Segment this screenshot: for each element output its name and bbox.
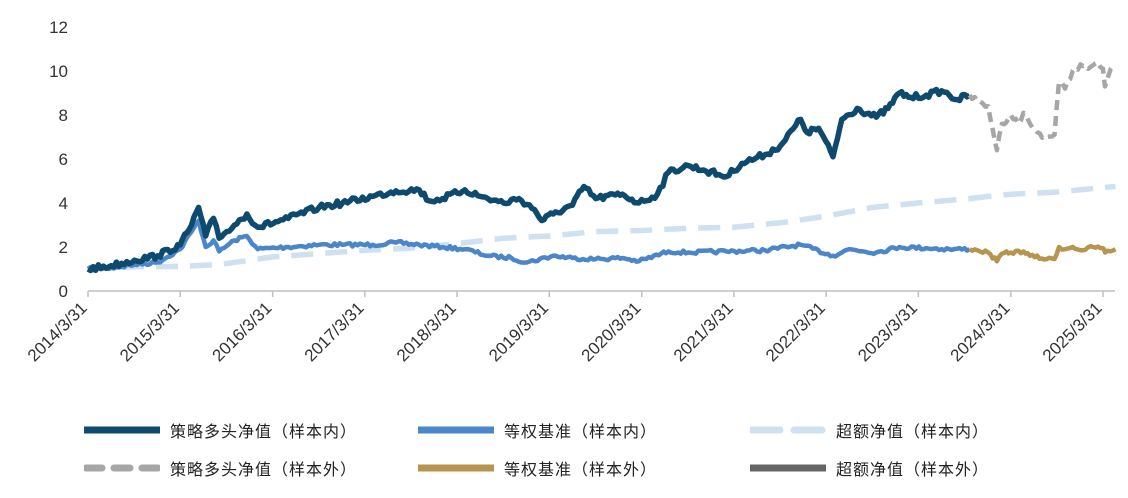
x-tick-label: 2024/3/31	[947, 298, 1014, 365]
x-tick-label: 2015/3/31	[116, 298, 183, 365]
y-tick-label: 8	[59, 106, 68, 125]
y-tick-label: 12	[49, 18, 68, 37]
x-axis-ticks: 2014/3/31 2015/3/31 2016/3/31 2017/3/31 2018…	[24, 291, 1106, 365]
series-line-1	[86, 218, 971, 273]
x-tick-label: 2014/3/31	[24, 298, 91, 365]
x-tick-label: 2023/3/31	[854, 298, 921, 365]
x-tick-label: 2016/3/31	[209, 298, 276, 365]
y-tick-label: 6	[59, 150, 68, 169]
x-tick-label: 2022/3/31	[762, 298, 829, 365]
x-tick-label: 2021/3/31	[670, 298, 737, 365]
x-tick-label: 2020/3/31	[578, 298, 645, 365]
series-line-3	[967, 59, 1117, 153]
y-tick-label: 2	[59, 238, 68, 257]
x-tick-label: 2018/3/31	[393, 298, 460, 365]
y-tick-label: 0	[59, 282, 68, 301]
y-tick-label: 4	[59, 194, 68, 213]
series-line-4	[968, 243, 1117, 264]
x-tick-label: 2017/3/31	[301, 298, 368, 365]
series-lines	[86, 59, 1117, 274]
series-line-0	[86, 86, 972, 274]
y-tick-label: 10	[49, 62, 68, 81]
x-tick-label: 2025/3/31	[1039, 298, 1106, 365]
y-axis-ticks: 0 2 4 6 8 10 12	[49, 18, 68, 301]
x-tick-label: 2019/3/31	[485, 298, 552, 365]
series-line-5	[969, 183, 1116, 202]
series-line-2	[87, 195, 970, 272]
